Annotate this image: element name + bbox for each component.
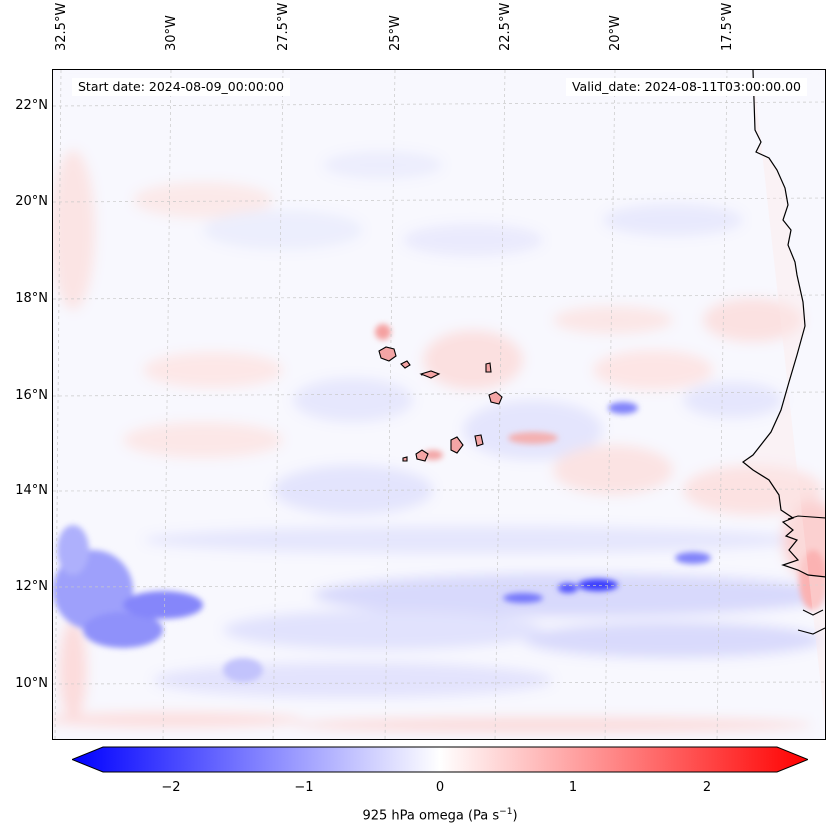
start-date-label: Start date: 2024-08-09_00:00:00	[72, 78, 290, 96]
island-sao-vicente	[400, 360, 411, 369]
colorbar-tick-minus2: −2	[161, 780, 181, 795]
colorbar-tick-minus1: −1	[294, 780, 314, 795]
lat-label-16N: 16°N	[15, 388, 48, 403]
lat-label-10N: 10°N	[15, 676, 48, 691]
colorbar	[72, 746, 808, 773]
island-sal	[485, 362, 492, 373]
lon-label-17.5W: 17.5°W	[720, 2, 735, 51]
lon-label-20W: 20°W	[608, 15, 623, 51]
lon-label-32.5W: 32.5°W	[54, 2, 69, 51]
island-fogo	[415, 449, 429, 462]
omega-strong-cells	[53, 324, 825, 682]
gambia-coast	[787, 515, 825, 520]
lat-label-20N: 20°N	[15, 194, 48, 209]
island-brava	[402, 456, 408, 462]
lat-label-14N: 14°N	[15, 483, 48, 498]
island-santo-antao	[378, 346, 397, 362]
map-panel	[52, 69, 826, 740]
colorbar-tick-0: 0	[435, 780, 445, 795]
island-maio	[474, 434, 484, 447]
lon-label-30W: 30°W	[164, 15, 179, 51]
graticule	[53, 70, 825, 739]
island-boa-vista	[488, 391, 503, 405]
omega-field	[53, 70, 825, 739]
cape-verde-islands	[378, 346, 503, 462]
colorbar-tick-2: 2	[702, 780, 712, 795]
lon-label-25W: 25°W	[388, 15, 403, 51]
island-sao-nicolau	[419, 370, 441, 379]
lat-label-22N: 22°N	[15, 98, 48, 113]
omega-contours	[53, 70, 825, 739]
guinea-islands	[797, 609, 825, 635]
lat-label-12N: 12°N	[15, 579, 48, 594]
colorbar-tick-1: 1	[568, 780, 578, 795]
africa-coastline	[741, 70, 825, 723]
lat-label-18N: 18°N	[15, 291, 48, 306]
colorbar-label: 925 hPa omega (Pa s−1)	[362, 807, 518, 824]
valid-date-label: Valid_date: 2024-08-11T03:00:00.00	[565, 78, 807, 96]
lon-label-22.5W: 22.5°W	[498, 2, 513, 51]
lon-label-27.5W: 27.5°W	[276, 2, 291, 51]
colorbar-gradient	[72, 746, 808, 773]
island-santiago	[450, 436, 464, 454]
